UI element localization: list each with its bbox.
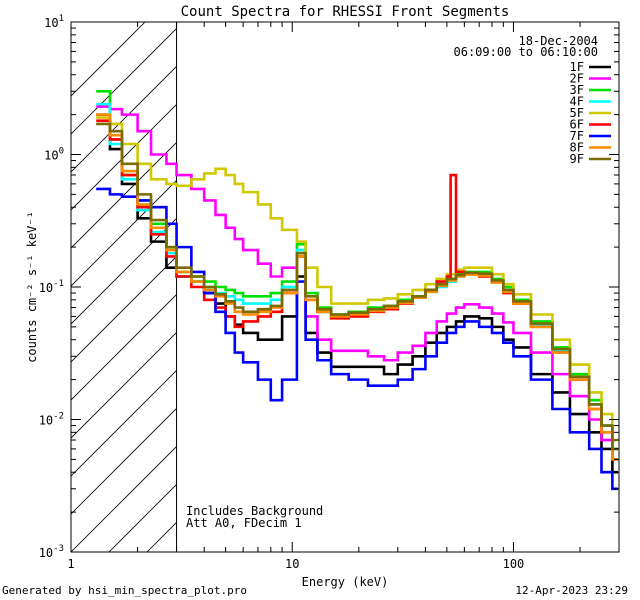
legend-label-3F: 3F (570, 83, 584, 97)
series-4F (96, 102, 618, 451)
y-tick-label: 10-1 (39, 279, 64, 295)
annotation-background: Includes Background (186, 504, 323, 518)
series-1F (96, 113, 618, 474)
hatch-line (299, 22, 640, 552)
footer-generated-by: Generated by hsi_min_spectra_plot.pro (2, 584, 247, 597)
series-8F (96, 113, 618, 461)
series-6F (96, 119, 618, 461)
plot-frame (70, 21, 620, 553)
legend-label-5F: 5F (570, 106, 584, 120)
x-tick-label: 10 (285, 557, 299, 571)
series-9F (96, 122, 618, 451)
y-axis: 10-3 10-2 10-1 100 101 (39, 14, 619, 560)
series-layer (96, 89, 618, 491)
y-axis-label: counts cm⁻² s⁻¹ keV⁻¹ (25, 211, 39, 363)
hatch-line (71, 65, 177, 173)
hatch-line (71, 103, 177, 211)
x-tick-label: 1 (67, 557, 74, 571)
hatch-line (108, 483, 177, 552)
header-time-range: 06:09:00 to 06:10:00 (454, 45, 599, 59)
series-2F (96, 105, 618, 461)
y-tick-label: 101 (44, 14, 64, 30)
x-axis: 1 10 100 (67, 22, 620, 571)
excluded-energy-hatch (71, 22, 640, 552)
legend-label-4F: 4F (570, 95, 584, 109)
legend-label-2F: 2F (570, 72, 584, 86)
y-tick-label: 10-3 (39, 544, 64, 560)
hatch-line (71, 217, 177, 325)
y-tick-label: 100 (44, 147, 64, 163)
header-date: 18-Dec-2004 (519, 34, 598, 48)
footer-timestamp: 12-Apr-2023 23:29 (515, 584, 628, 597)
hatch-line (71, 445, 177, 552)
hatch-line (71, 255, 177, 363)
series-5F (96, 116, 618, 442)
legend-label-6F: 6F (570, 118, 584, 132)
hatch-line (71, 369, 177, 477)
hatch-line (71, 27, 177, 135)
annotation-attenuator: Att A0, FDecim 1 (186, 516, 302, 530)
chart-title: Count Spectra for RHESSI Front Segments (181, 4, 510, 20)
x-axis-label: Energy (keV) (302, 575, 389, 589)
legend-label-1F: 1F (570, 60, 584, 74)
hatch-line (71, 407, 177, 515)
legend-label-9F: 9F (570, 152, 584, 166)
legend-label-7F: 7F (570, 129, 584, 143)
series-7F (96, 187, 618, 491)
x-tick-label: 100 (503, 557, 525, 571)
legend-label-8F: 8F (570, 141, 584, 155)
y-tick-label: 10-2 (39, 412, 64, 428)
